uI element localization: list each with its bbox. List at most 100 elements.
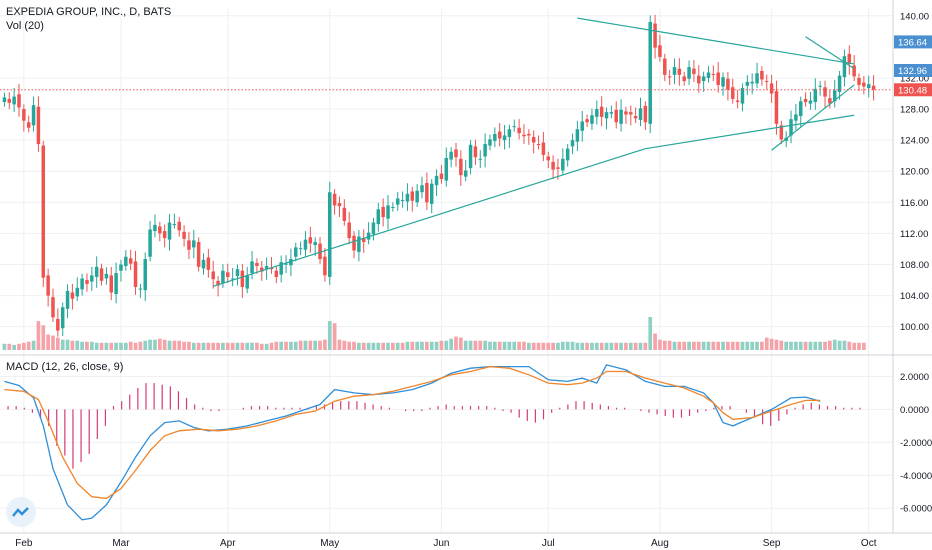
candle [512,119,517,132]
volume-bar [789,341,793,350]
volume-bar [463,340,468,350]
volume-bar [633,342,638,350]
price-badge: 130.48 [894,83,932,97]
candle [832,79,837,108]
volume-bar [517,341,521,350]
candle [201,253,206,275]
candle [823,80,827,108]
candle [211,261,215,289]
volume-bar [745,341,750,350]
candle [60,302,65,337]
volume-bar [342,340,347,350]
volume-bar [546,342,551,350]
price-badge: 136.64 [894,35,932,49]
volume-bar [706,341,711,350]
volume-bar [658,339,662,350]
volume-bar [51,335,55,350]
candle [760,66,764,86]
volume-bar [687,341,691,350]
candle [318,236,322,264]
trendline [213,148,646,287]
volume-bar [65,339,70,350]
trendline [771,84,855,151]
volume-bar [769,338,774,350]
price-badge: 132.96 [894,63,932,77]
price-tick-label: 140.00 [900,11,929,22]
volume-bar [779,340,784,350]
candle [871,75,876,101]
volume-bar [216,342,220,350]
volume-bar [347,341,352,350]
candlesticks [2,14,876,337]
candle [857,73,861,92]
volume-bar [696,341,701,350]
volume-bar [454,336,458,350]
volume-bar [415,341,419,350]
candle [376,202,381,232]
candle [80,273,84,296]
volume-bar [522,341,526,350]
candle [391,202,395,212]
candle [133,250,138,295]
price-tick-label: 100.00 [900,322,929,333]
volume-bar [395,342,400,350]
candle [522,124,526,145]
candle [502,124,507,150]
candle [56,308,60,337]
volume-bar [425,341,429,350]
volume-bar [832,339,837,350]
volume-bar [798,341,803,350]
candle [221,264,225,288]
candle [119,259,123,282]
volume-bar [250,342,254,350]
volume-bar [847,341,852,350]
volume-bar [580,342,585,350]
price-tick-label: 128.00 [900,105,929,116]
volume-bar [7,343,12,350]
volume-bar [648,317,653,350]
volume-bar [483,340,487,350]
volume-bar [138,341,143,350]
volume-bar [473,340,478,350]
candle [866,75,871,98]
volume-bar [551,342,555,350]
volume-bar [784,341,789,350]
candle [803,92,808,107]
candle [138,283,143,298]
volume-bar [381,342,386,350]
volume-bar [560,341,565,350]
volume-bar [80,341,84,350]
x-tick-label: Sep [763,538,781,549]
volume-bar [808,341,813,350]
candle [633,107,638,124]
volume-bar [60,339,65,350]
candle [614,101,618,129]
candle [585,114,589,127]
svg-text:132.96: 132.96 [898,66,927,77]
candle [595,100,599,125]
macd-tick-label: -2.0000 [900,438,932,449]
volume-bar [55,337,60,350]
x-tick-label: Oct [861,538,877,549]
candle [862,76,866,95]
volume-bar [172,340,177,350]
macd-panel [4,364,861,521]
candle [294,242,298,262]
volume-bar [813,341,818,350]
candle [109,266,113,301]
volume-bar [594,342,599,350]
volume-bar [662,340,667,350]
volume-bar [502,341,507,350]
candle [303,231,308,258]
candle [298,241,303,256]
candle [818,81,822,96]
candle [274,266,279,284]
tradingview-logo-icon[interactable] [6,497,36,527]
volume-bar [376,342,381,350]
candle [459,150,463,186]
volume-bar [599,342,604,350]
volume-bar [439,340,444,350]
volume-bar [468,340,473,350]
volume-bar [459,337,463,350]
